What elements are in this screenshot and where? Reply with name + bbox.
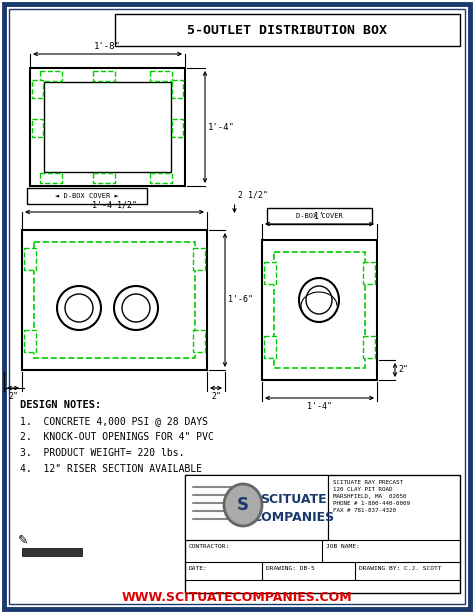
Text: 1.  CONCRETE 4,000 PSI @ 28 DAYS: 1. CONCRETE 4,000 PSI @ 28 DAYS: [20, 416, 208, 426]
Text: DESIGN NOTES:: DESIGN NOTES:: [20, 400, 101, 410]
Bar: [185, 475, 460, 593]
Bar: [193, 248, 205, 270]
Bar: [262, 240, 377, 380]
Text: 1'-4": 1'-4": [208, 123, 235, 132]
Text: 2": 2": [398, 365, 408, 375]
Text: 2": 2": [8, 392, 18, 401]
Text: 2 1/2": 2 1/2": [238, 191, 268, 200]
Bar: [24, 248, 36, 270]
Bar: [40, 173, 62, 183]
Text: 1': 1': [315, 212, 325, 221]
Text: CONTRACTOR:: CONTRACTOR:: [189, 544, 230, 549]
Text: 2.  KNOCK-OUT OPENINGS FOR 4" PVC: 2. KNOCK-OUT OPENINGS FOR 4" PVC: [20, 432, 214, 442]
Text: ◄ D-BOX COVER ►: ◄ D-BOX COVER ►: [55, 193, 119, 199]
Bar: [93, 71, 115, 81]
Bar: [27, 188, 147, 204]
Text: DRAWING: DB-5: DRAWING: DB-5: [266, 566, 315, 571]
Bar: [185, 475, 328, 540]
Bar: [32, 80, 43, 98]
Text: COMPANIES: COMPANIES: [252, 511, 334, 524]
Text: 2": 2": [211, 392, 221, 401]
Bar: [264, 262, 276, 284]
Circle shape: [65, 294, 93, 322]
Text: 1'-6": 1'-6": [228, 295, 253, 305]
Text: S: S: [237, 496, 249, 514]
Text: SCITUATE: SCITUATE: [260, 493, 326, 506]
Text: D-BOX COVER: D-BOX COVER: [296, 213, 343, 219]
Bar: [44, 82, 171, 172]
Bar: [22, 548, 82, 556]
Ellipse shape: [306, 286, 332, 314]
Text: 1'-4": 1'-4": [307, 402, 332, 411]
Bar: [34, 242, 195, 358]
Bar: [93, 173, 115, 183]
Bar: [115, 14, 460, 46]
Text: 5-OUTLET DISTRIBUTION BOX: 5-OUTLET DISTRIBUTION BOX: [188, 23, 388, 37]
Bar: [172, 80, 183, 98]
Bar: [193, 330, 205, 352]
Text: DATE:: DATE:: [189, 566, 208, 571]
Bar: [274, 252, 365, 368]
Bar: [24, 330, 36, 352]
Bar: [267, 208, 372, 224]
Bar: [30, 68, 185, 186]
Text: 4.  12" RISER SECTION AVAILABLE: 4. 12" RISER SECTION AVAILABLE: [20, 464, 202, 474]
Bar: [22, 230, 207, 370]
Bar: [264, 336, 276, 358]
Bar: [363, 336, 375, 358]
Bar: [363, 262, 375, 284]
Bar: [150, 71, 172, 81]
Ellipse shape: [224, 484, 262, 526]
Bar: [40, 71, 62, 81]
Bar: [172, 119, 183, 137]
Text: 3.  PRODUCT WEIGHT= 220 lbs.: 3. PRODUCT WEIGHT= 220 lbs.: [20, 448, 184, 458]
Text: SCITUATE RAY PRECAST
120 CLAY PIT ROAD
MARSHFIELD, MA  02050
PHONE # 1-800-440-0: SCITUATE RAY PRECAST 120 CLAY PIT ROAD M…: [334, 480, 410, 513]
Bar: [150, 173, 172, 183]
Circle shape: [57, 286, 101, 330]
Text: JOB NAME:: JOB NAME:: [327, 544, 360, 549]
Bar: [32, 119, 43, 137]
Ellipse shape: [299, 278, 339, 322]
Text: 1'-8": 1'-8": [94, 42, 121, 51]
Text: DRAWING BY: C.J. SCOTT: DRAWING BY: C.J. SCOTT: [359, 566, 442, 571]
Circle shape: [114, 286, 158, 330]
Text: WWW.SCITUATECOMPANIES.COM: WWW.SCITUATECOMPANIES.COM: [122, 591, 352, 604]
Circle shape: [122, 294, 150, 322]
Text: 1'-4 1/2": 1'-4 1/2": [92, 200, 137, 209]
Text: ✎: ✎: [18, 533, 28, 547]
